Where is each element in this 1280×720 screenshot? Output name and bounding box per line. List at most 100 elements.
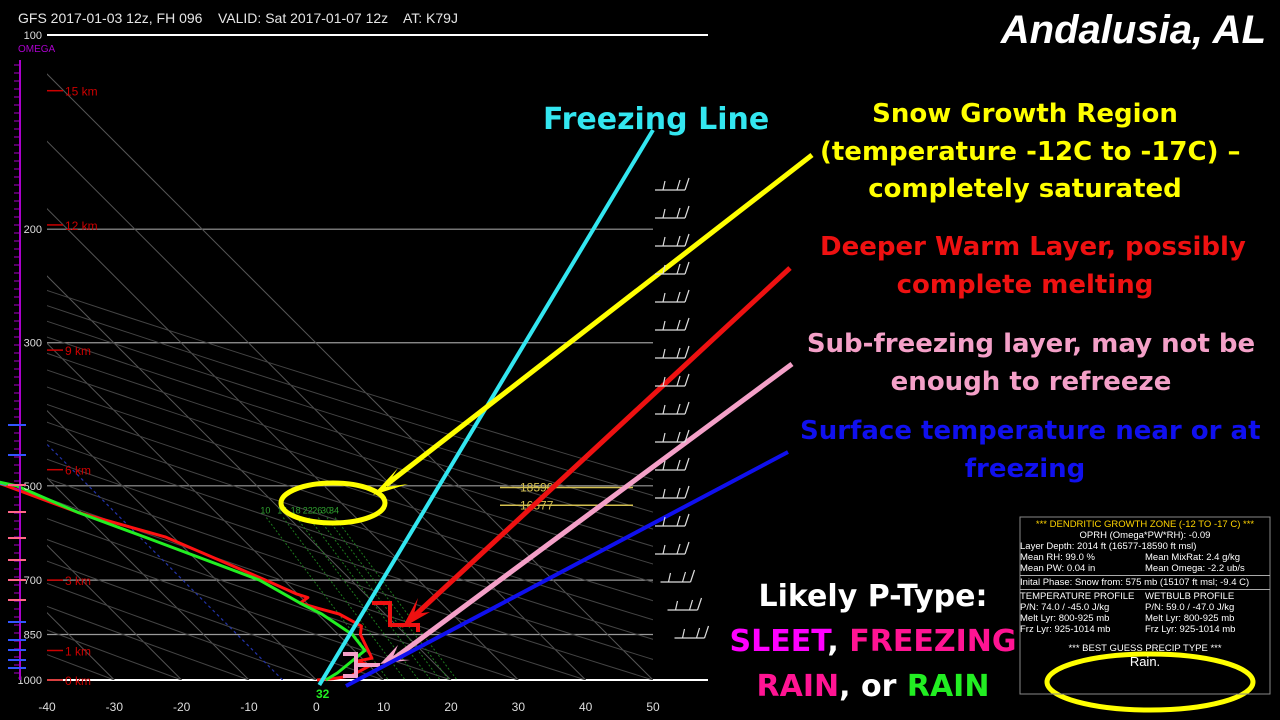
wind-barb-flag (689, 569, 696, 583)
temperature-tick-label: 30 (512, 700, 526, 714)
dry-adiabat (47, 458, 653, 660)
divider (1020, 575, 1270, 576)
dry-adiabat (47, 539, 452, 680)
isotherm-line (47, 477, 250, 680)
wind-barb-flag (684, 541, 690, 555)
dry-adiabat (47, 403, 653, 602)
mixing-ratio-line (317, 517, 441, 680)
reference-isotherm (47, 443, 284, 680)
wind-barb-flag (676, 487, 681, 499)
height-label: 1 km (65, 644, 91, 658)
profile-cell: Melt Lyr: 800-925 mb (1145, 613, 1235, 624)
dgz-info-panel: *** DENDRITIC GROWTH ZONE (-12 TO -17 C)… (1020, 517, 1270, 707)
height-label: 3 km (65, 574, 91, 588)
series-temperature-line (0, 482, 374, 682)
dry-adiabat (47, 352, 653, 547)
ptype-line1: SLEET, FREEZING (728, 619, 1018, 664)
profile-row: Melt Lyr: 800-925 mb Melt Lyr: 800-925 mb (1020, 613, 1270, 624)
isotherm-line (47, 140, 587, 680)
dgz-row: Mean RH: 99.0 % Mean MixRat: 2.4 g/kg (1020, 552, 1270, 563)
wind-barb-flag (684, 457, 690, 471)
profile-cell: Frz Lyr: 925-1014 mb (1020, 624, 1111, 635)
temperature-tick-label: -20 (173, 700, 191, 714)
series-dewpoint-line (0, 480, 367, 682)
snow-growth-line1: Snow Growth Region (872, 99, 1178, 129)
wind-barb-flag (684, 205, 690, 219)
best-guess-value: Rain. (1129, 654, 1161, 669)
wind-barb-flag (676, 459, 681, 471)
snow-growth-ellipse (278, 480, 388, 526)
snow-growth-annotation: Snow Growth Region (temperature -12C to … (820, 96, 1241, 209)
wind-barb-flag (662, 292, 666, 303)
surface-line1: Surface temperature near or at (800, 416, 1261, 446)
temperature-tick-label: -10 (240, 700, 258, 714)
ptype-sep2: , or (839, 669, 907, 704)
dry-adiabat (47, 582, 317, 680)
freezing-line-annotation: Freezing Line (543, 102, 770, 137)
wind-barb-flag (676, 207, 681, 219)
wind-barb-flag (662, 208, 666, 219)
wind-barb-flag (696, 597, 703, 611)
height-label: 12 km (65, 219, 98, 233)
wind-barb-flag (662, 236, 666, 247)
wind-barb-flag (684, 177, 690, 191)
dry-adiabat (47, 518, 519, 680)
warm-layer-arrow (410, 266, 792, 620)
wind-barb-flag (676, 235, 681, 247)
dry-adiabat (47, 386, 653, 583)
hgz-level-label: 18590 (520, 481, 554, 495)
warm-layer-arrowhead (402, 598, 430, 628)
wind-barb-flag (703, 625, 710, 639)
model-run-header: GFS 2017-01-03 12z, FH 096 VALID: Sat 20… (18, 10, 458, 26)
snow-growth-line3: completely saturated (868, 174, 1182, 205)
snow-growth-arrow (384, 153, 814, 487)
dry-adiabat (47, 336, 653, 530)
height-label: 15 km (65, 85, 98, 99)
wind-barb-flag (662, 264, 666, 275)
pressure-tick-label: 300 (24, 338, 42, 350)
mixing-ratio-line (282, 517, 406, 680)
temperature-tick-label: -30 (106, 700, 124, 714)
dry-adiabat (47, 605, 250, 680)
mixing-ratio-label: 30 (321, 506, 331, 516)
subfreezing-line2: enough to refreeze (890, 366, 1172, 397)
isotherm-line (47, 409, 317, 680)
dgz-initial-phase: Inital Phase: Snow from: 575 mb (15107 f… (1020, 577, 1250, 588)
temperature-tick-label: 0 (313, 700, 320, 714)
skewed-lines (47, 73, 653, 680)
series-wetbulb-line (0, 483, 7, 487)
subfreezing-arrowhead (380, 645, 410, 664)
best-guess-label: *** BEST GUESS PRECIP TYPE *** (1068, 643, 1222, 654)
isotherm-line (47, 342, 385, 680)
wind-barb-flag (684, 317, 690, 331)
wind-barb-flag (684, 233, 690, 247)
wind-barb-flag (684, 373, 690, 387)
snow-growth-arrowhead (373, 468, 408, 495)
temperature-tick-label: -40 (38, 700, 56, 714)
profile-cell: P/N: 59.0 / -47.0 J/kg (1145, 602, 1235, 613)
dgz-title: *** DENDRITIC GROWTH ZONE (-12 TO -17 C)… (1035, 519, 1255, 530)
dgz-oprh: OPRH (Omega*PW*RH): -0.09 (1079, 530, 1211, 541)
profile-row: Frz Lyr: 925-1014 mb Frz Lyr: 925-1014 mb (1020, 624, 1270, 635)
wind-barb-flag (681, 628, 686, 639)
divider (1020, 589, 1270, 590)
dgz-cell: Mean RH: 99.0 % (1020, 552, 1095, 563)
profile-cell: WETBULB PROFILE (1145, 591, 1235, 602)
wind-barb-flag (662, 432, 666, 443)
ptype-rain2: RAIN (906, 669, 990, 704)
warm-layer-bracket (372, 601, 420, 632)
surface-temp-annotation: Surface temperature near or at freezing (800, 413, 1261, 488)
ptype-sleet: SLEET (729, 624, 828, 659)
pressure-tick-label: 1000 (18, 675, 42, 687)
ptype-line2: RAIN, or RAIN (728, 664, 1018, 709)
wind-barb-flag (662, 460, 666, 471)
ptype-freezing: FREEZING (849, 624, 1017, 659)
mixing-ratio-label: 10 (260, 506, 270, 516)
wind-barb-flag (676, 543, 681, 555)
dry-adiabat (47, 421, 653, 621)
dry-adiabat (47, 560, 384, 680)
omega-label: OMEGA (18, 44, 56, 55)
snow-growth-line2: (temperature -12C to -17C) – (820, 136, 1241, 167)
subfreezing-arrow (390, 361, 794, 663)
